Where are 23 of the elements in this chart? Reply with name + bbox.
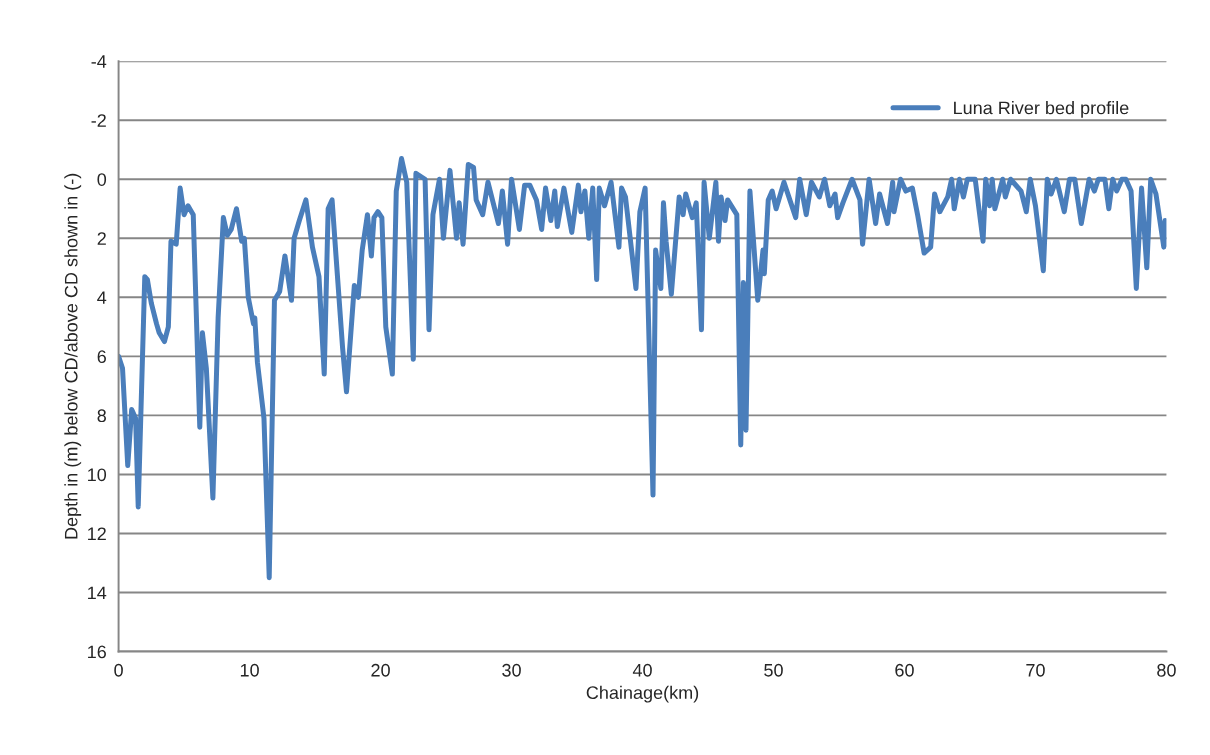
y-tick-label: -2 bbox=[91, 114, 106, 127]
y-tick-label: 4 bbox=[97, 291, 107, 304]
y-axis-title: Depth in (m) below CD/above CD shown in (-) bbox=[64, 173, 82, 539]
y-tick-label: 6 bbox=[97, 350, 106, 364]
x-tick-label: 60 bbox=[895, 663, 914, 677]
x-tick-label: 20 bbox=[371, 663, 390, 677]
y-tick-label: 2 bbox=[97, 232, 106, 245]
y-tick-label: 0 bbox=[97, 173, 107, 186]
y-tick-label: 8 bbox=[97, 409, 106, 423]
x-axis-title: Chainage(km) bbox=[586, 685, 699, 703]
x-tick-label: 80 bbox=[1157, 663, 1176, 677]
y-tick-label: 14 bbox=[88, 586, 107, 600]
y-tick-label: 16 bbox=[88, 645, 106, 659]
legend-label: Luna River bed profile bbox=[954, 101, 1129, 118]
x-tick-label: 10 bbox=[240, 663, 259, 677]
x-tick-label: 50 bbox=[764, 663, 783, 677]
x-tick-label: 0 bbox=[114, 663, 123, 677]
x-tick-label: 30 bbox=[502, 663, 521, 677]
y-tick-label: -4 bbox=[91, 55, 107, 68]
y-tick-label: 10 bbox=[88, 468, 107, 482]
y-tick-label: 12 bbox=[88, 527, 106, 541]
x-tick-label: 70 bbox=[1026, 663, 1045, 677]
x-tick-label: 40 bbox=[632, 663, 652, 677]
